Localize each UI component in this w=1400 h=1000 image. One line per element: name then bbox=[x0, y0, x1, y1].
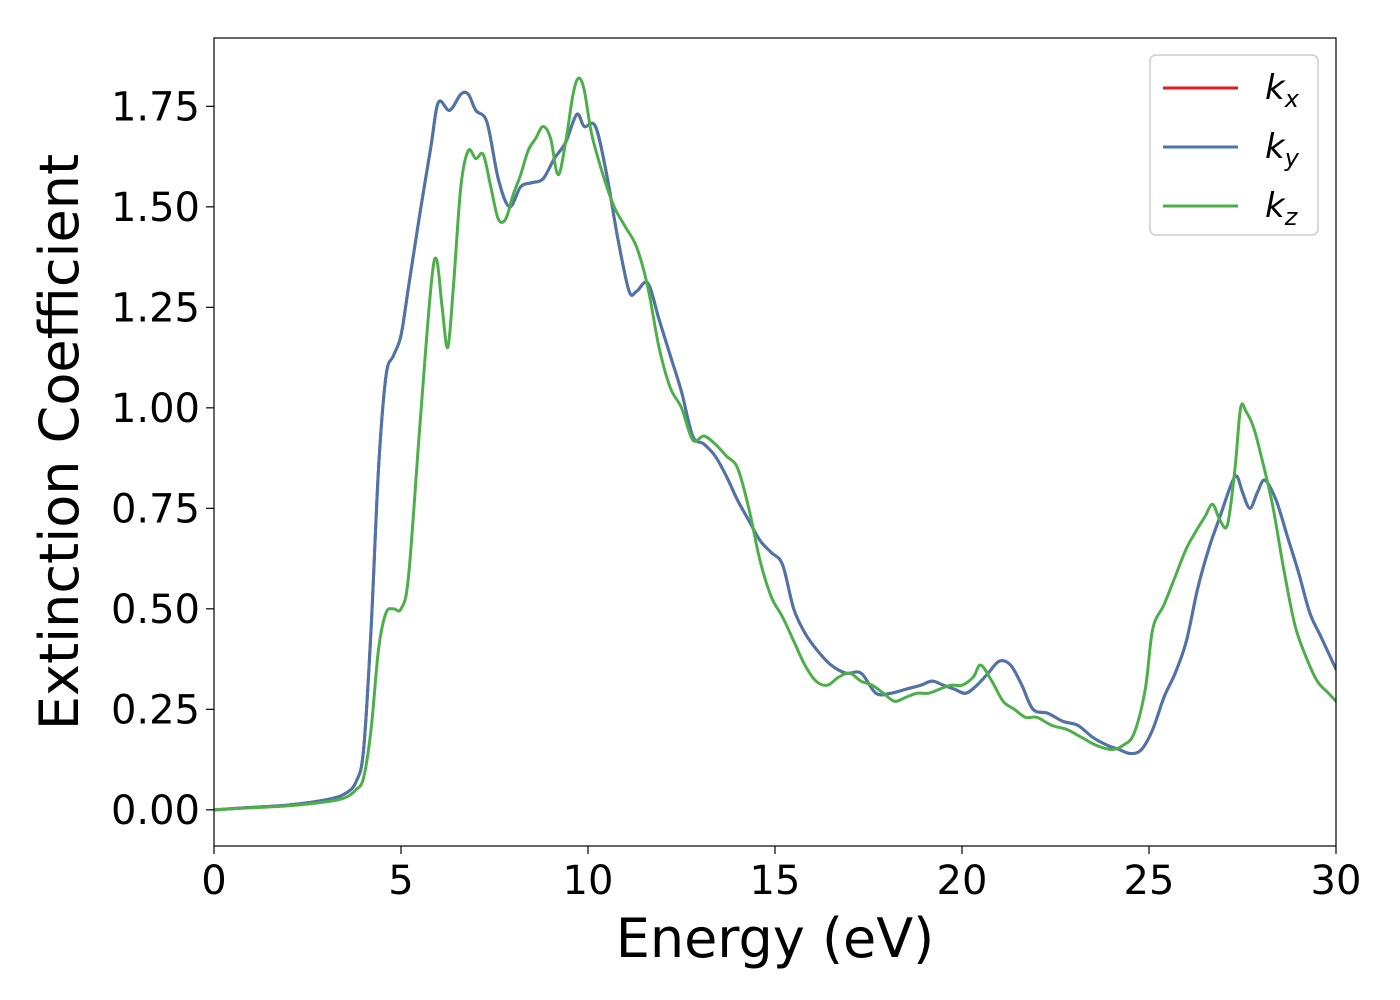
y-axis: 0.00 0.25 0.50 0.75 1.00 1.25 1.50 1.75 bbox=[111, 84, 214, 834]
y-tick-label: 1.00 bbox=[111, 386, 200, 432]
y-tick-label: 0.75 bbox=[111, 486, 200, 532]
x-tick-label: 15 bbox=[750, 858, 801, 904]
y-tick-label: 0.50 bbox=[111, 587, 200, 633]
y-tick-label: 1.75 bbox=[111, 84, 200, 130]
legend-label-main: k bbox=[1265, 68, 1286, 108]
legend-label-ky: ky bbox=[1265, 127, 1300, 172]
x-tick-label: 25 bbox=[1124, 858, 1175, 904]
y-tick-label: 1.50 bbox=[111, 185, 200, 231]
legend-label-subscript: y bbox=[1284, 144, 1300, 172]
y-tick-label: 1.25 bbox=[111, 285, 200, 331]
legend-label-subscript: x bbox=[1284, 85, 1300, 113]
x-axis-label: Energy (eV) bbox=[616, 907, 935, 970]
legend-label-main: k bbox=[1265, 186, 1286, 226]
y-tick-label: 0.00 bbox=[111, 788, 200, 834]
y-tick-label: 0.25 bbox=[111, 687, 200, 733]
series-line-kz bbox=[214, 76, 1336, 812]
series-layer bbox=[214, 76, 1336, 812]
legend-box bbox=[1149, 54, 1319, 236]
x-tick-label: 0 bbox=[201, 858, 226, 904]
x-tick-label: 10 bbox=[563, 858, 614, 904]
x-axis: 0 5 10 15 20 25 30 bbox=[201, 846, 1361, 904]
x-tick-label: 5 bbox=[388, 858, 413, 904]
x-tick-label: 20 bbox=[937, 858, 988, 904]
series-line-ky bbox=[214, 90, 1336, 812]
y-axis-label: Extinction Coefficient bbox=[28, 154, 91, 730]
legend-label-subscript: z bbox=[1284, 203, 1299, 231]
legend-label-kz: kz bbox=[1265, 186, 1299, 231]
legend-label-main: k bbox=[1265, 127, 1286, 167]
x-tick-label: 30 bbox=[1311, 858, 1362, 904]
legend-label-kx: kx bbox=[1265, 68, 1300, 113]
